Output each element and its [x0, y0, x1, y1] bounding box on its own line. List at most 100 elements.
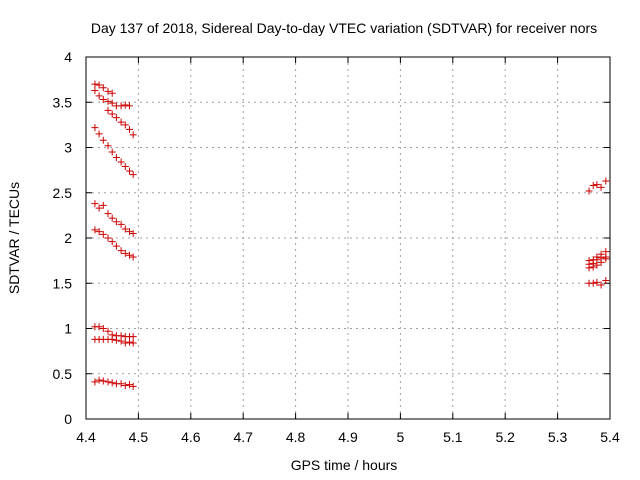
chart-title: Day 137 of 2018, Sidereal Day-to-day VTE… [91, 20, 597, 36]
data-point [104, 106, 112, 114]
data-point [112, 153, 120, 161]
data-point [125, 228, 133, 236]
data-point [117, 337, 125, 345]
data-point [121, 101, 129, 109]
x-tick-label: 4.9 [338, 429, 358, 445]
data-point [104, 327, 112, 335]
x-tick-label: 5.4 [600, 429, 620, 445]
data-point [597, 183, 605, 191]
x-tick-label: 4.4 [76, 429, 96, 445]
data-point [129, 229, 137, 237]
y-tick-label: 3.5 [53, 94, 73, 110]
data-point [602, 277, 610, 285]
data-point [104, 87, 112, 95]
data-point [108, 214, 116, 222]
data-point [108, 89, 116, 97]
data-point [91, 86, 99, 94]
data-point [104, 142, 112, 150]
data-point [91, 124, 99, 132]
data-point [125, 125, 133, 133]
data-point [125, 102, 133, 110]
data-point [91, 378, 99, 386]
data-point [129, 131, 137, 139]
data-point [585, 187, 593, 195]
data-point [129, 333, 137, 341]
data-point [99, 96, 107, 104]
data-point [121, 163, 129, 171]
data-point [129, 253, 137, 261]
data-point [108, 335, 116, 343]
data-point [95, 376, 103, 384]
data-point [597, 258, 605, 266]
y-axis-label: SDTVAR / TECUs [6, 182, 22, 294]
y-tick-label: 1.5 [53, 275, 73, 291]
data-point [104, 234, 112, 242]
data-point [99, 201, 107, 209]
data-point [104, 97, 112, 105]
data-point [589, 182, 597, 190]
y-tick-label: 3 [64, 140, 72, 156]
data-point [99, 230, 107, 238]
data-point [95, 81, 103, 89]
plot-frame [85, 56, 611, 420]
data-point [125, 167, 133, 175]
data-point [99, 377, 107, 385]
y-tick-label: 0.5 [53, 366, 73, 382]
data-point [125, 251, 133, 259]
data-point [112, 114, 120, 122]
x-tick-label: 5.2 [495, 429, 515, 445]
data-point [125, 338, 133, 346]
data-point [91, 200, 99, 208]
data-point [112, 336, 120, 344]
y-tick-label: 2 [64, 230, 72, 246]
data-point [108, 99, 116, 107]
data-point [585, 264, 593, 272]
y-tick-label: 0 [64, 411, 72, 427]
data-point [112, 242, 120, 250]
x-tick-label: 5.1 [443, 429, 463, 445]
x-tick-label: 5 [397, 429, 405, 445]
data-point [593, 181, 601, 189]
data-point [117, 158, 125, 166]
x-tick-label: 5.3 [548, 429, 568, 445]
data-point [121, 249, 129, 257]
x-axis-label: GPS time / hours [291, 457, 398, 473]
data-point [117, 118, 125, 126]
x-tick-label: 4.5 [129, 429, 149, 445]
data-point [121, 339, 129, 347]
data-point [108, 110, 116, 118]
data-point [121, 225, 129, 233]
data-point [589, 279, 597, 287]
data-point [125, 381, 133, 389]
data-point [129, 382, 137, 390]
data-point [593, 278, 601, 286]
data-point [121, 382, 129, 390]
data-point [91, 80, 99, 88]
data-point [95, 92, 103, 100]
data-point [108, 148, 116, 156]
x-tick-label: 4.8 [286, 429, 306, 445]
data-point [117, 102, 125, 110]
y-tick-label: 2.5 [53, 185, 73, 201]
data-point [129, 339, 137, 347]
data-point [121, 121, 129, 129]
x-tick-label: 4.6 [181, 429, 201, 445]
data-point [108, 379, 116, 387]
x-tick-label: 4.7 [233, 429, 253, 445]
data-points [91, 80, 610, 390]
data-point [117, 220, 125, 228]
data-point [104, 210, 112, 218]
y-tick-label: 4 [64, 49, 72, 65]
data-point [602, 177, 610, 185]
data-point [99, 84, 107, 92]
y-tick-label: 1 [64, 321, 72, 337]
data-point [95, 130, 103, 138]
data-point [95, 323, 103, 331]
data-point [117, 380, 125, 388]
data-point [95, 204, 103, 212]
data-point [597, 281, 605, 289]
data-point [593, 261, 601, 269]
data-point [117, 247, 125, 255]
data-point [95, 228, 103, 236]
